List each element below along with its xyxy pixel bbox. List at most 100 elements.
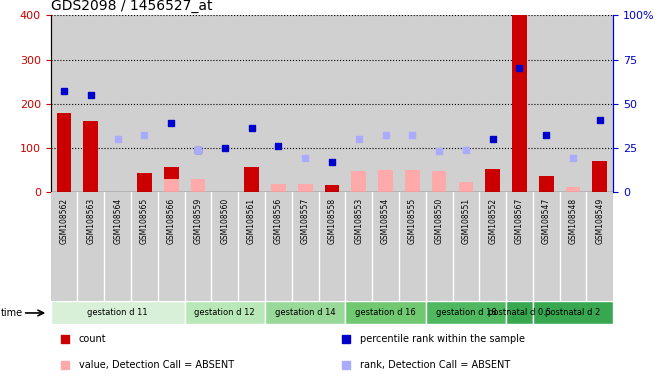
Bar <box>238 15 265 192</box>
Bar <box>291 15 318 192</box>
Bar <box>432 171 447 192</box>
Bar <box>586 192 613 301</box>
Text: GSM108565: GSM108565 <box>140 197 149 244</box>
Text: GSM108553: GSM108553 <box>354 197 363 244</box>
Bar <box>533 15 560 192</box>
Bar <box>372 192 399 301</box>
Bar <box>512 15 527 192</box>
Text: gestation d 11: gestation d 11 <box>88 308 148 318</box>
Bar <box>345 301 426 324</box>
Text: GSM108566: GSM108566 <box>166 197 176 244</box>
Text: GSM108555: GSM108555 <box>408 197 417 244</box>
Bar <box>104 15 131 192</box>
Text: GSM108561: GSM108561 <box>247 197 256 243</box>
Bar <box>486 169 500 192</box>
Bar <box>51 301 185 324</box>
Bar <box>211 192 238 301</box>
Bar <box>453 192 479 301</box>
Bar <box>238 192 265 301</box>
Bar <box>586 15 613 192</box>
Bar <box>426 301 506 324</box>
Text: postnatal d 0.5: postnatal d 0.5 <box>488 308 551 318</box>
Bar <box>399 192 426 301</box>
Bar <box>265 192 291 301</box>
Bar <box>345 192 372 301</box>
Bar <box>185 301 265 324</box>
Text: GSM108556: GSM108556 <box>274 197 283 244</box>
Bar <box>51 15 78 192</box>
Bar <box>158 192 185 301</box>
Bar <box>560 192 586 301</box>
Bar <box>191 179 205 192</box>
Text: GDS2098 / 1456527_at: GDS2098 / 1456527_at <box>51 0 212 13</box>
Bar <box>164 167 178 192</box>
Text: GSM108557: GSM108557 <box>301 197 310 244</box>
Bar <box>405 170 420 192</box>
Text: GSM108558: GSM108558 <box>328 197 336 243</box>
Bar <box>426 15 453 192</box>
Bar <box>137 174 152 192</box>
Bar <box>185 192 211 301</box>
Bar <box>324 185 340 192</box>
Text: percentile rank within the sample: percentile rank within the sample <box>360 334 525 344</box>
Text: GSM108548: GSM108548 <box>569 197 578 243</box>
Bar <box>479 192 506 301</box>
Bar <box>378 170 393 192</box>
Bar <box>84 121 98 192</box>
Bar <box>426 192 453 301</box>
Bar <box>158 15 185 192</box>
Bar <box>533 192 560 301</box>
Bar <box>131 15 158 192</box>
Text: rank, Detection Call = ABSENT: rank, Detection Call = ABSENT <box>360 359 511 369</box>
Bar <box>318 15 345 192</box>
Bar <box>533 301 613 324</box>
Bar <box>271 184 286 192</box>
Bar <box>265 15 291 192</box>
Bar <box>291 192 318 301</box>
Bar <box>372 15 399 192</box>
Text: GSM108550: GSM108550 <box>435 197 443 244</box>
Text: GSM108563: GSM108563 <box>86 197 95 244</box>
Bar <box>211 15 238 192</box>
Text: time: time <box>1 308 23 318</box>
Text: GSM108554: GSM108554 <box>381 197 390 244</box>
Bar <box>560 15 586 192</box>
Text: postnatal d 2: postnatal d 2 <box>545 308 601 318</box>
Bar <box>479 15 506 192</box>
Bar <box>78 15 104 192</box>
Text: count: count <box>79 334 107 344</box>
Bar <box>351 171 366 192</box>
Bar <box>506 192 533 301</box>
Text: GSM108552: GSM108552 <box>488 197 497 243</box>
Bar <box>57 113 72 192</box>
Bar <box>164 179 178 192</box>
Bar <box>459 182 473 192</box>
Text: value, Detection Call = ABSENT: value, Detection Call = ABSENT <box>79 359 234 369</box>
Bar <box>244 167 259 192</box>
Text: GSM108562: GSM108562 <box>60 197 68 243</box>
Bar <box>566 187 580 192</box>
Bar <box>318 192 345 301</box>
Text: gestation d 16: gestation d 16 <box>355 308 416 318</box>
Bar <box>51 192 78 301</box>
Bar <box>399 15 426 192</box>
Text: gestation d 18: gestation d 18 <box>436 308 496 318</box>
Bar <box>506 301 533 324</box>
Text: GSM108559: GSM108559 <box>193 197 203 244</box>
Text: gestation d 12: gestation d 12 <box>195 308 255 318</box>
Text: GSM108549: GSM108549 <box>595 197 604 244</box>
Text: gestation d 14: gestation d 14 <box>275 308 336 318</box>
Bar <box>185 15 211 192</box>
Bar <box>265 301 345 324</box>
Bar <box>453 15 479 192</box>
Bar <box>539 175 553 192</box>
Bar <box>104 192 131 301</box>
Bar <box>131 192 158 301</box>
Text: GSM108567: GSM108567 <box>515 197 524 244</box>
Text: GSM108560: GSM108560 <box>220 197 229 244</box>
Bar <box>78 192 104 301</box>
Text: GSM108547: GSM108547 <box>542 197 551 244</box>
Bar <box>345 15 372 192</box>
Text: GSM108564: GSM108564 <box>113 197 122 244</box>
Bar <box>592 161 607 192</box>
